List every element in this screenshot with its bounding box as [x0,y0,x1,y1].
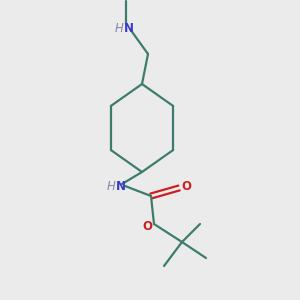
Text: H: H [115,22,123,35]
Text: N: N [116,179,126,193]
Text: O: O [181,181,191,194]
Text: H: H [106,179,116,193]
Text: N: N [124,22,134,35]
Text: O: O [142,220,152,232]
